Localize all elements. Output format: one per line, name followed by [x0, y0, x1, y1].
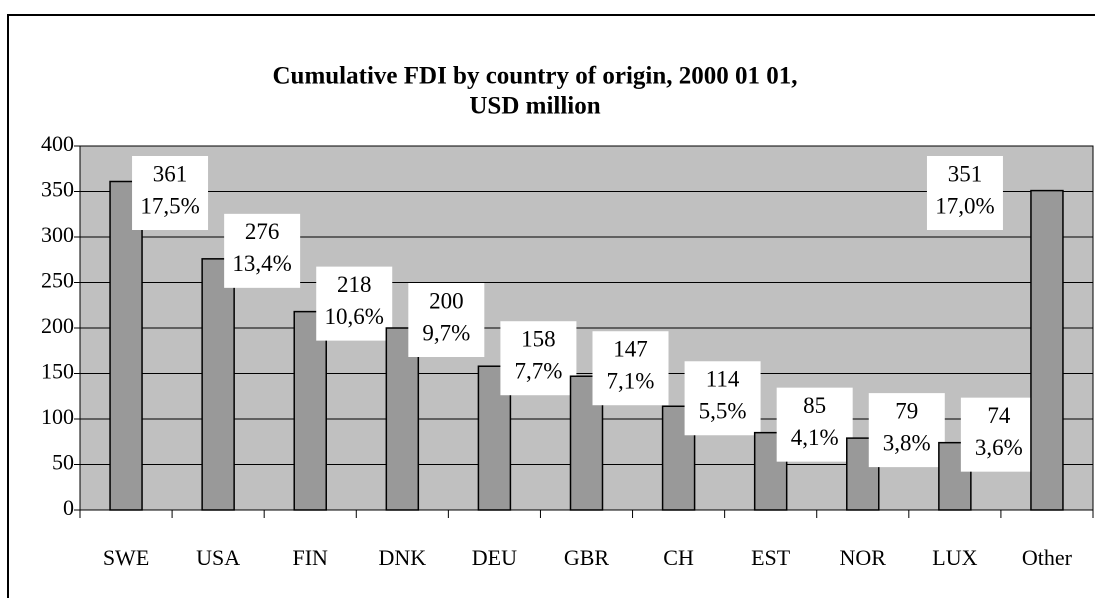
share-label: 7,1% — [607, 369, 655, 394]
share-label: 17,0% — [935, 193, 994, 218]
y-tick-label: 200 — [41, 313, 74, 338]
bar — [109, 180, 143, 511]
share-label: 17,5% — [140, 193, 199, 218]
data-label-box — [224, 213, 301, 288]
data-label: 276 — [245, 219, 280, 244]
data-label: 85 — [803, 393, 826, 418]
y-tick-label: 350 — [41, 177, 74, 202]
data-label-box — [684, 361, 761, 436]
data-label: 158 — [521, 327, 556, 352]
data-label-box — [776, 387, 853, 462]
data-label-box — [926, 156, 1003, 230]
share-label: 5,5% — [699, 399, 747, 424]
data-label: 147 — [613, 337, 648, 362]
bar — [1030, 189, 1064, 511]
share-label: 4,1% — [791, 425, 839, 450]
data-label-box — [592, 331, 669, 406]
x-tick-label: DEU — [472, 545, 517, 570]
bar — [385, 327, 420, 511]
y-tick-label: 0 — [63, 495, 74, 520]
x-tick-label: USA — [196, 545, 240, 570]
share-label: 3,6% — [975, 435, 1023, 460]
y-tick-label: 400 — [41, 131, 74, 156]
x-tick-label: FIN — [293, 545, 329, 570]
data-label: 361 — [153, 161, 188, 186]
bar — [201, 258, 235, 511]
x-tick-label: NOR — [840, 545, 887, 570]
data-label: 351 — [948, 161, 983, 186]
y-tick-label: 100 — [41, 404, 74, 429]
chart-title: Cumulative FDI by country of origin, 200… — [273, 63, 798, 90]
data-label: 218 — [337, 272, 372, 297]
data-label: 114 — [706, 367, 740, 392]
x-tick-label: CH — [663, 545, 694, 570]
share-label: 13,4% — [232, 251, 291, 276]
data-label-box — [132, 156, 209, 230]
data-label-box — [408, 283, 485, 357]
data-label: 79 — [895, 398, 918, 423]
data-label: 74 — [987, 403, 1011, 428]
share-label: 3,8% — [883, 430, 931, 455]
y-tick-label: 50 — [52, 450, 74, 475]
share-label: 7,7% — [514, 359, 562, 384]
bar — [293, 310, 327, 511]
x-tick-label: GBR — [564, 545, 610, 570]
share-label: 10,6% — [325, 304, 384, 329]
data-label-box — [500, 321, 577, 396]
x-tick-label: SWE — [103, 545, 149, 570]
x-tick-label: EST — [751, 545, 791, 570]
chart-subtitle: USD million — [469, 93, 600, 120]
y-tick-label: 250 — [41, 268, 74, 293]
x-tick-label: LUX — [932, 545, 977, 570]
x-tick-label: Other — [1022, 545, 1073, 570]
x-tick-label: DNK — [378, 545, 426, 570]
y-tick-label: 300 — [41, 222, 74, 247]
data-label-box — [316, 266, 393, 341]
data-label-box — [960, 397, 1037, 472]
data-label: 200 — [429, 288, 464, 313]
share-label: 9,7% — [422, 320, 470, 345]
data-label-box — [868, 393, 945, 468]
y-tick-label: 150 — [41, 359, 74, 384]
